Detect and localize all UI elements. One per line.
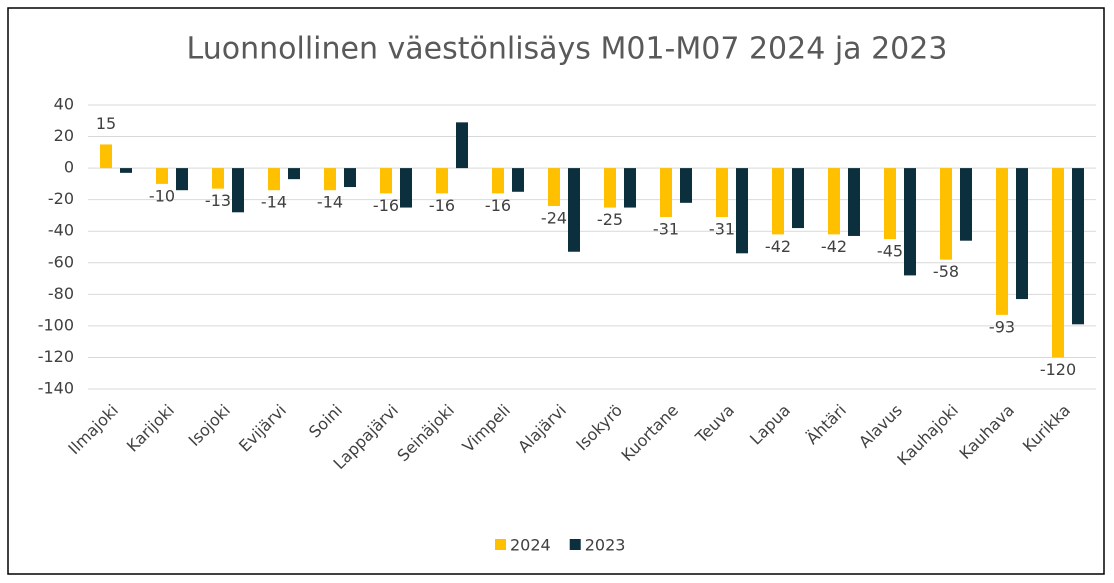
chart-border xyxy=(7,7,1105,575)
data-label: -13 xyxy=(205,191,231,210)
y-tick-label: -100 xyxy=(38,315,74,334)
bar xyxy=(288,168,300,180)
y-tick-label: 40 xyxy=(54,95,74,114)
bar xyxy=(120,168,132,173)
chart-title: Luonnollinen väestönlisäys M01-M07 2024 … xyxy=(187,32,948,67)
data-label: -14 xyxy=(317,193,343,212)
data-label: -25 xyxy=(597,210,623,229)
y-tick-label: -20 xyxy=(48,189,74,208)
y-tick-label: -120 xyxy=(38,347,74,366)
bar xyxy=(884,168,896,240)
legend-label: 2024 xyxy=(510,536,551,555)
bar xyxy=(660,168,672,218)
bar xyxy=(1072,168,1084,325)
bar xyxy=(436,168,448,194)
bar xyxy=(1052,168,1064,358)
bar xyxy=(716,168,728,218)
bar xyxy=(792,168,804,229)
bar xyxy=(456,122,468,169)
data-label: -16 xyxy=(485,196,511,215)
data-label: 15 xyxy=(96,114,116,133)
legend-label: 2023 xyxy=(585,536,626,555)
data-label: -58 xyxy=(933,262,959,281)
bar xyxy=(940,168,952,260)
bar xyxy=(624,168,636,208)
data-label: -14 xyxy=(261,193,287,212)
bar xyxy=(212,168,224,189)
bar xyxy=(156,168,168,184)
data-label: -42 xyxy=(821,237,847,256)
y-tick-label: 0 xyxy=(64,158,74,177)
bar xyxy=(1016,168,1028,300)
bar xyxy=(772,168,784,235)
bar xyxy=(344,168,356,188)
bar xyxy=(548,168,560,206)
bar xyxy=(604,168,616,208)
y-tick-label: 20 xyxy=(54,126,74,145)
y-tick-label: -60 xyxy=(48,252,74,271)
bar xyxy=(828,168,840,235)
bar xyxy=(232,168,244,213)
data-label: -10 xyxy=(149,186,175,205)
data-label: -16 xyxy=(373,196,399,215)
bar xyxy=(512,168,524,192)
bar xyxy=(736,168,748,254)
y-tick-label: -40 xyxy=(48,221,74,240)
data-label: -24 xyxy=(541,208,567,227)
bar xyxy=(848,168,860,236)
y-tick-label: -140 xyxy=(38,379,74,398)
legend-swatch xyxy=(495,539,506,550)
data-label: -93 xyxy=(989,317,1015,336)
data-label: -16 xyxy=(429,196,455,215)
data-label: -31 xyxy=(653,220,679,239)
bar xyxy=(380,168,392,194)
bar xyxy=(996,168,1008,315)
legend-swatch xyxy=(569,539,581,550)
bar xyxy=(492,168,504,194)
bar xyxy=(176,168,188,191)
y-tick-label: -80 xyxy=(48,284,74,303)
bar xyxy=(100,144,112,169)
bar xyxy=(680,168,692,203)
bar xyxy=(904,168,916,276)
bar xyxy=(960,168,972,241)
data-label: -45 xyxy=(877,242,903,261)
bar xyxy=(268,168,280,191)
data-label: -31 xyxy=(709,220,735,239)
bar xyxy=(400,168,412,208)
bar xyxy=(324,168,336,191)
data-label: -120 xyxy=(1040,360,1076,379)
data-label: -42 xyxy=(765,237,791,256)
bar xyxy=(568,168,580,252)
